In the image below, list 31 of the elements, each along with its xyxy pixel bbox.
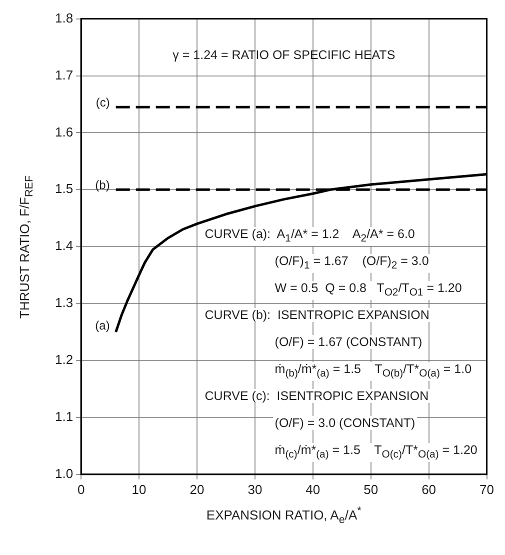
annotation: (O/F) = 3.0 (CONSTANT) xyxy=(272,416,418,430)
text: ṁ$_{(c)}$/ṁ*$_{(a)}$ = 1.5 T$_{O(c)}$/T*$_{O(a)}$ = 1.20 xyxy=(274,442,478,460)
y-tick-label: 1.0 xyxy=(54,466,74,481)
y-tick-label: 1.8 xyxy=(54,10,74,26)
x-tick-label: 60 xyxy=(422,482,436,497)
annotation: CURVE (a): A$_{1}$/A* = 1.2 A$_{2}$/A* = 6.0 xyxy=(202,226,417,246)
y-tick-label: 1.2 xyxy=(54,352,74,368)
y-tick-label: 1.5 xyxy=(54,181,74,196)
annotation: γ = 1.24 = RATIO OF SPECIFIC HEATS xyxy=(172,48,396,62)
annotation: (O/F)$_{1}$ = 1.67 (O/F)$_{2}$ = 3.0 xyxy=(272,254,431,273)
y-tick-label: 1.7 xyxy=(54,67,74,82)
x-tick-label: 40 xyxy=(306,482,320,497)
x-tick-label: 0 xyxy=(77,482,85,497)
annotation: CURVE (c): ISENTROPIC EXPANSION xyxy=(202,388,431,404)
x-tick-label: 70 xyxy=(480,482,494,497)
y-tick-label: 1.3 xyxy=(54,295,74,310)
series-label: (c) xyxy=(96,95,110,110)
x-axis-title: EXPANSION RATIO, A$_{e}$/A$^{*}$ xyxy=(206,505,362,526)
series-label: (a) xyxy=(95,318,110,332)
x-tick-label: 30 xyxy=(248,482,262,497)
y-tick-label: 1.1 xyxy=(54,409,74,424)
y-tick-label: 1.4 xyxy=(54,238,74,254)
text: ṁ$_{(b)}$/ṁ*$_{(a)}$ = 1.5 T$_{O(b)}$/T*$_{O(a)}$ = 1.0 xyxy=(274,362,472,380)
x-tick-label: 20 xyxy=(190,482,204,497)
annotation: W = 0.5 Q = 0.8 T$_{O2}$/T$_{O1}$ = 1.20 xyxy=(272,280,464,300)
x-tick-label: 10 xyxy=(132,482,146,497)
x-tick-label: 50 xyxy=(364,482,378,497)
y-tick-label: 1.6 xyxy=(54,124,74,140)
annotation: (O/F) = 1.67 (CONSTANT) xyxy=(272,334,424,350)
series-label: (b) xyxy=(95,178,110,192)
annotation: CURVE (b): ISENTROPIC EXPANSION xyxy=(202,308,432,322)
